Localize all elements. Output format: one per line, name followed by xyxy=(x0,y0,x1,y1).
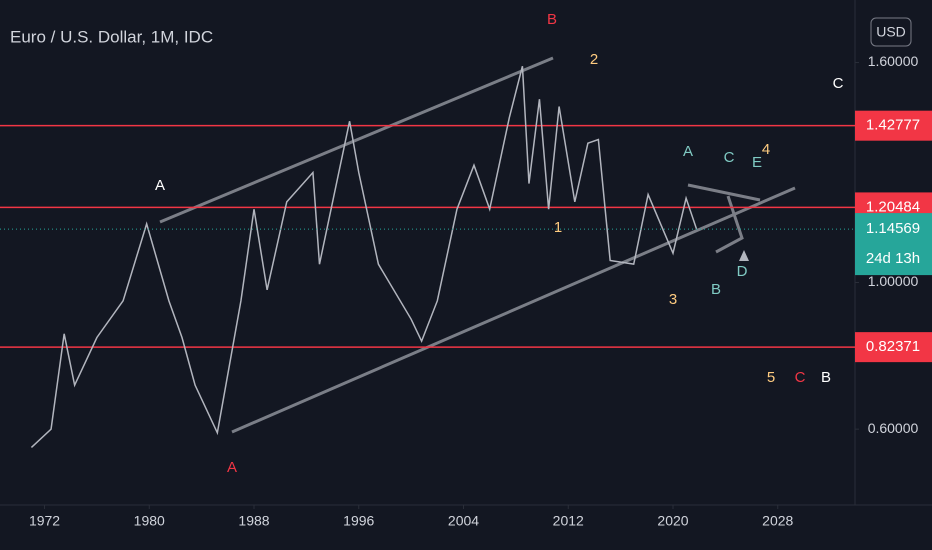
last-price-label: 1.14569 xyxy=(866,220,920,237)
wave-label: 3 xyxy=(669,291,677,308)
wave-label: B xyxy=(547,11,557,28)
wave-label: 1 xyxy=(554,219,562,236)
triangle-upper xyxy=(687,183,761,202)
wave-label: D xyxy=(737,263,748,280)
x-tick-label: 1980 xyxy=(134,513,165,529)
currency[interactable]: USD xyxy=(876,24,906,40)
wave-label: C xyxy=(724,149,735,166)
y-tick-label: 0.60000 xyxy=(868,420,919,436)
level-label: 1.42777 xyxy=(866,117,920,134)
wave-label: B xyxy=(821,369,831,386)
level-tag xyxy=(855,110,932,141)
wave-label: 4 xyxy=(762,141,770,158)
wave-label: 2 xyxy=(590,51,598,68)
y-tick-label: 1.00000 xyxy=(868,273,919,289)
x-tick-label: 2028 xyxy=(762,513,793,529)
level-label: 0.82371 xyxy=(866,338,920,355)
wave-label: A xyxy=(155,177,165,194)
wave-label: C xyxy=(833,75,844,92)
arrow xyxy=(739,250,749,261)
x-tick-label: 1996 xyxy=(343,513,374,529)
wave-label: E xyxy=(752,154,762,171)
x-tick-label: 2020 xyxy=(657,513,688,529)
wave-label: B xyxy=(711,281,721,298)
x-tick-label: 2004 xyxy=(448,513,479,529)
channel-lower xyxy=(231,186,796,434)
channel-upper xyxy=(159,56,554,224)
last-price-tag xyxy=(855,213,932,276)
level-tag xyxy=(855,332,932,363)
x-tick-label: 1988 xyxy=(238,513,269,529)
x-tick-label: 1972 xyxy=(29,513,60,529)
y-tick-label: 1.60000 xyxy=(868,53,919,69)
chart-title: Euro / U.S. Dollar, 1M, IDC xyxy=(10,27,213,46)
x-tick-label: 2012 xyxy=(553,513,584,529)
currency-button[interactable] xyxy=(870,17,912,47)
wave-label: A xyxy=(227,459,237,476)
price-line xyxy=(30,66,698,449)
wave-label: 5 xyxy=(767,369,775,386)
wave-label: C xyxy=(795,369,806,386)
triangle-lower xyxy=(715,195,744,254)
wave-label: A xyxy=(683,143,693,160)
level-label: 1.20484 xyxy=(866,198,920,215)
countdown: 24d 13h xyxy=(866,250,920,267)
drawings xyxy=(159,56,796,434)
